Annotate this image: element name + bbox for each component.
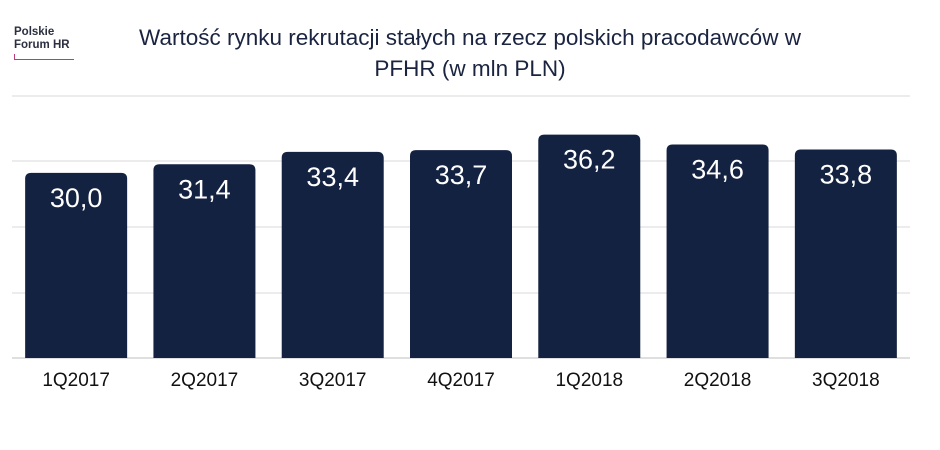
category-label-2Q2017: 2Q2017	[171, 370, 239, 391]
data-label-2Q2017: 31,4	[178, 174, 231, 204]
data-label-3Q2017: 33,4	[306, 162, 359, 192]
data-label-4Q2017: 33,7	[435, 160, 488, 190]
brand-logo: Polskie Forum HR	[14, 26, 94, 60]
bar-1Q2018	[538, 134, 641, 358]
bar-1Q2017	[25, 172, 128, 358]
bar-2Q2018	[666, 144, 769, 358]
category-label-4Q2017: 4Q2017	[427, 370, 495, 391]
chart-bars	[25, 134, 897, 358]
category-label-1Q2018: 1Q2018	[555, 370, 623, 391]
data-label-2Q2018: 34,6	[691, 155, 744, 185]
bar-3Q2017	[281, 151, 384, 358]
bar-2Q2017	[153, 164, 256, 358]
category-label-2Q2018: 2Q2018	[684, 370, 752, 391]
chart-data-labels: 30,0 31,4 33,4 33,7 36,2 34,6 33,8	[50, 145, 872, 213]
logo-underline	[14, 54, 74, 60]
category-label-3Q2018: 3Q2018	[812, 370, 880, 391]
bar-4Q2017	[410, 150, 512, 358]
logo-text-line2: Forum HR	[14, 39, 70, 51]
category-label-3Q2017: 3Q2017	[299, 370, 367, 391]
data-label-1Q2017: 30,0	[50, 183, 103, 213]
logo-text-line1: Polskie	[14, 26, 55, 38]
chart-category-labels: 1Q2017 2Q2017 3Q2017 4Q2017 1Q2018 2Q2018 3Q20…	[42, 370, 879, 391]
bar-3Q2018	[794, 149, 897, 358]
data-label-3Q2018: 33,8	[820, 159, 873, 189]
category-label-1Q2017: 1Q2017	[42, 370, 110, 391]
data-label-1Q2018: 36,2	[563, 145, 616, 175]
chart-title: Wartość rynku rekrutacji stałych na rzec…	[139, 25, 801, 81]
